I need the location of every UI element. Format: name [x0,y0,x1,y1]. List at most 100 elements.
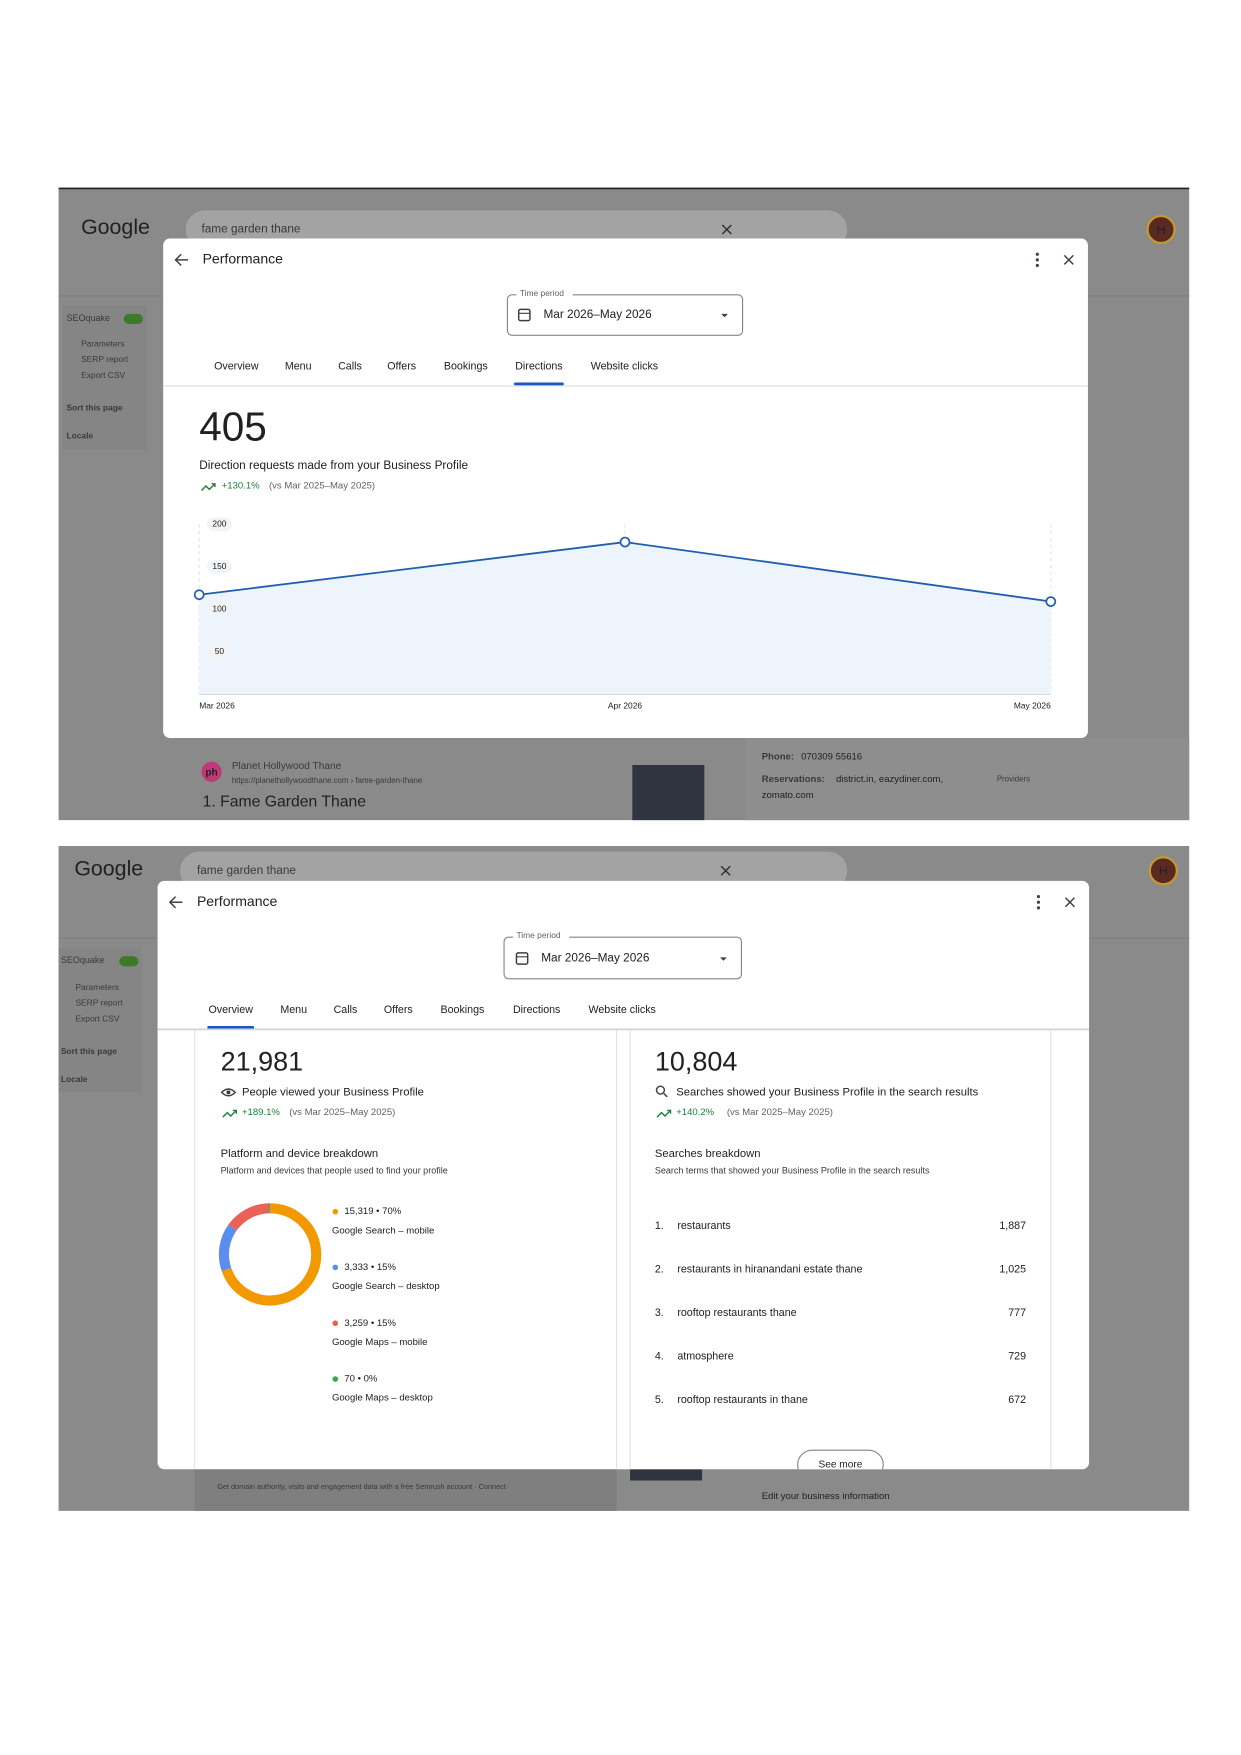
tab-indicator [514,382,564,386]
legend-value: 3,259 • 15% [344,1318,396,1329]
term-rank: 3. [655,1307,664,1319]
phone[interactable]: 070309 55616 [801,752,862,763]
donut-chart: 15,319 • 70% Google Search – mobile 3,333 … [218,1203,440,1404]
see-more-button[interactable] [797,1449,884,1479]
y-tick-pill [207,559,232,574]
tab-indicator [207,1026,255,1029]
seoquake: SEOquake [66,313,110,323]
menu-button[interactable] [1035,252,1039,268]
result-title[interactable]: 1. Fame Garden Thane [203,793,367,810]
locale[interactable]: Locale [66,431,93,441]
back-button[interactable] [168,896,183,909]
sort[interactable]: Sort this page [61,1046,117,1056]
site-logo: ph [205,768,217,779]
reservations[interactable]: district.in, eazydiner.com, [836,774,943,785]
avatar[interactable] [1148,856,1178,886]
tab[interactable]: Calls [334,1004,358,1016]
tab[interactable]: Bookings [444,361,488,373]
legend-dot [332,1208,339,1215]
legend-name: Google Maps – desktop [332,1393,433,1404]
term-count: 672 [1008,1394,1026,1406]
screen-1: Google fame garden thane H SEOquake Para… [58,187,1190,821]
locale[interactable]: Locale [61,1074,88,1084]
term: rooftop restaurants thane [677,1307,796,1319]
tab[interactable]: Overview [208,1004,253,1016]
y-tick-pill [207,517,232,531]
breakdown-subtitle: Search terms that showed your Business P… [655,1166,930,1176]
site-logo-bg [201,761,222,782]
time-period-value: Mar 2026–May 2026 [541,951,650,965]
menu-button[interactable] [1036,895,1041,910]
tab[interactable]: Directions [513,1004,560,1016]
see-more[interactable]: See more [819,1459,863,1470]
comparison: (vs Mar 2025–May 2025) [269,481,375,492]
term-count: 1,887 [999,1220,1026,1232]
search-query: fame garden thane [201,222,300,236]
close-button[interactable] [1063,254,1074,265]
legend-dot [332,1376,339,1382]
sidebar-item[interactable]: Parameters [81,338,125,348]
sidebar-item[interactable]: Export CSV [75,1013,119,1023]
legend-dot [332,1320,339,1327]
legend-dot [332,1264,339,1271]
semrush-note: Get domain authority, visits and engagem… [217,1482,506,1491]
seoquake: SEOquake [61,955,105,965]
total: 405 [199,403,267,449]
reservations-label: Reservations: [762,774,825,785]
sort[interactable]: Sort this page [66,403,122,413]
tab[interactable]: Offers [384,1004,413,1016]
term: restaurants [677,1220,730,1232]
time-period-value: Mar 2026–May 2026 [543,307,652,321]
dialog [157,880,1090,1470]
time-period[interactable] [503,936,742,980]
logo: Google [74,856,143,880]
search-box[interactable] [180,851,848,890]
tab[interactable]: Offers [387,361,416,373]
sidebar-item[interactable]: SERP report [81,354,129,364]
total: 21,981 [221,1046,304,1076]
close-button[interactable] [1064,897,1075,908]
tab[interactable]: Bookings [440,1004,484,1016]
total: 10,804 [655,1046,738,1076]
change: +130.1% [222,481,260,492]
time-period[interactable] [506,294,744,336]
change: +189.1% [242,1107,280,1118]
y-tick-label: 150 [212,561,226,571]
avatar-letter: H [1159,864,1168,878]
y-tick-label: 200 [212,518,226,528]
breakdown-title: Platform and device breakdown [221,1148,379,1160]
line-chart: 50 100 150 200 Mar 2026 Apr 2026 May 2026 [193,517,1057,711]
phone-label: Phone: [762,752,794,763]
term-count: 1,025 [999,1264,1026,1276]
back-button[interactable] [174,253,188,267]
point [1045,596,1057,607]
legend-name: Google Search – desktop [332,1281,440,1292]
sidebar-item[interactable]: Parameters [75,982,119,992]
term: rooftop restaurants in thane [677,1394,808,1406]
y-tick-pill [207,602,232,616]
search-query: fame garden thane [197,863,296,877]
sidebar-item[interactable]: SERP report [75,998,123,1008]
tab[interactable]: Menu [280,1004,307,1016]
term: restaurants in hiranandani estate thane [677,1264,862,1276]
breakdown-subtitle: Platform and devices that people used to… [221,1166,448,1176]
tab[interactable]: Menu [285,361,312,373]
avatar[interactable] [1146,214,1176,245]
tab[interactable]: Website clicks [591,361,658,373]
edit-link[interactable]: Edit your business information [762,1491,890,1502]
screen-2: Google fame garden thane H SEOquake Para… [58,846,1190,1511]
description: People viewed your Business Profile [242,1086,424,1098]
sidebar-item[interactable]: Export CSV [81,370,125,380]
tab[interactable]: Website clicks [588,1004,655,1016]
tab[interactable]: Directions [515,361,562,373]
y-tick-label: 50 [215,646,225,656]
point [619,536,631,548]
reservations-more[interactable]: zomato.com [762,790,814,801]
term-count: 777 [1008,1307,1026,1319]
tab[interactable]: Calls [338,361,362,373]
x-tick-label: Apr 2026 [608,701,642,711]
tab[interactable]: Overview [214,361,259,373]
site-url: https://planethollywoodthane.com › fame-… [232,776,423,785]
